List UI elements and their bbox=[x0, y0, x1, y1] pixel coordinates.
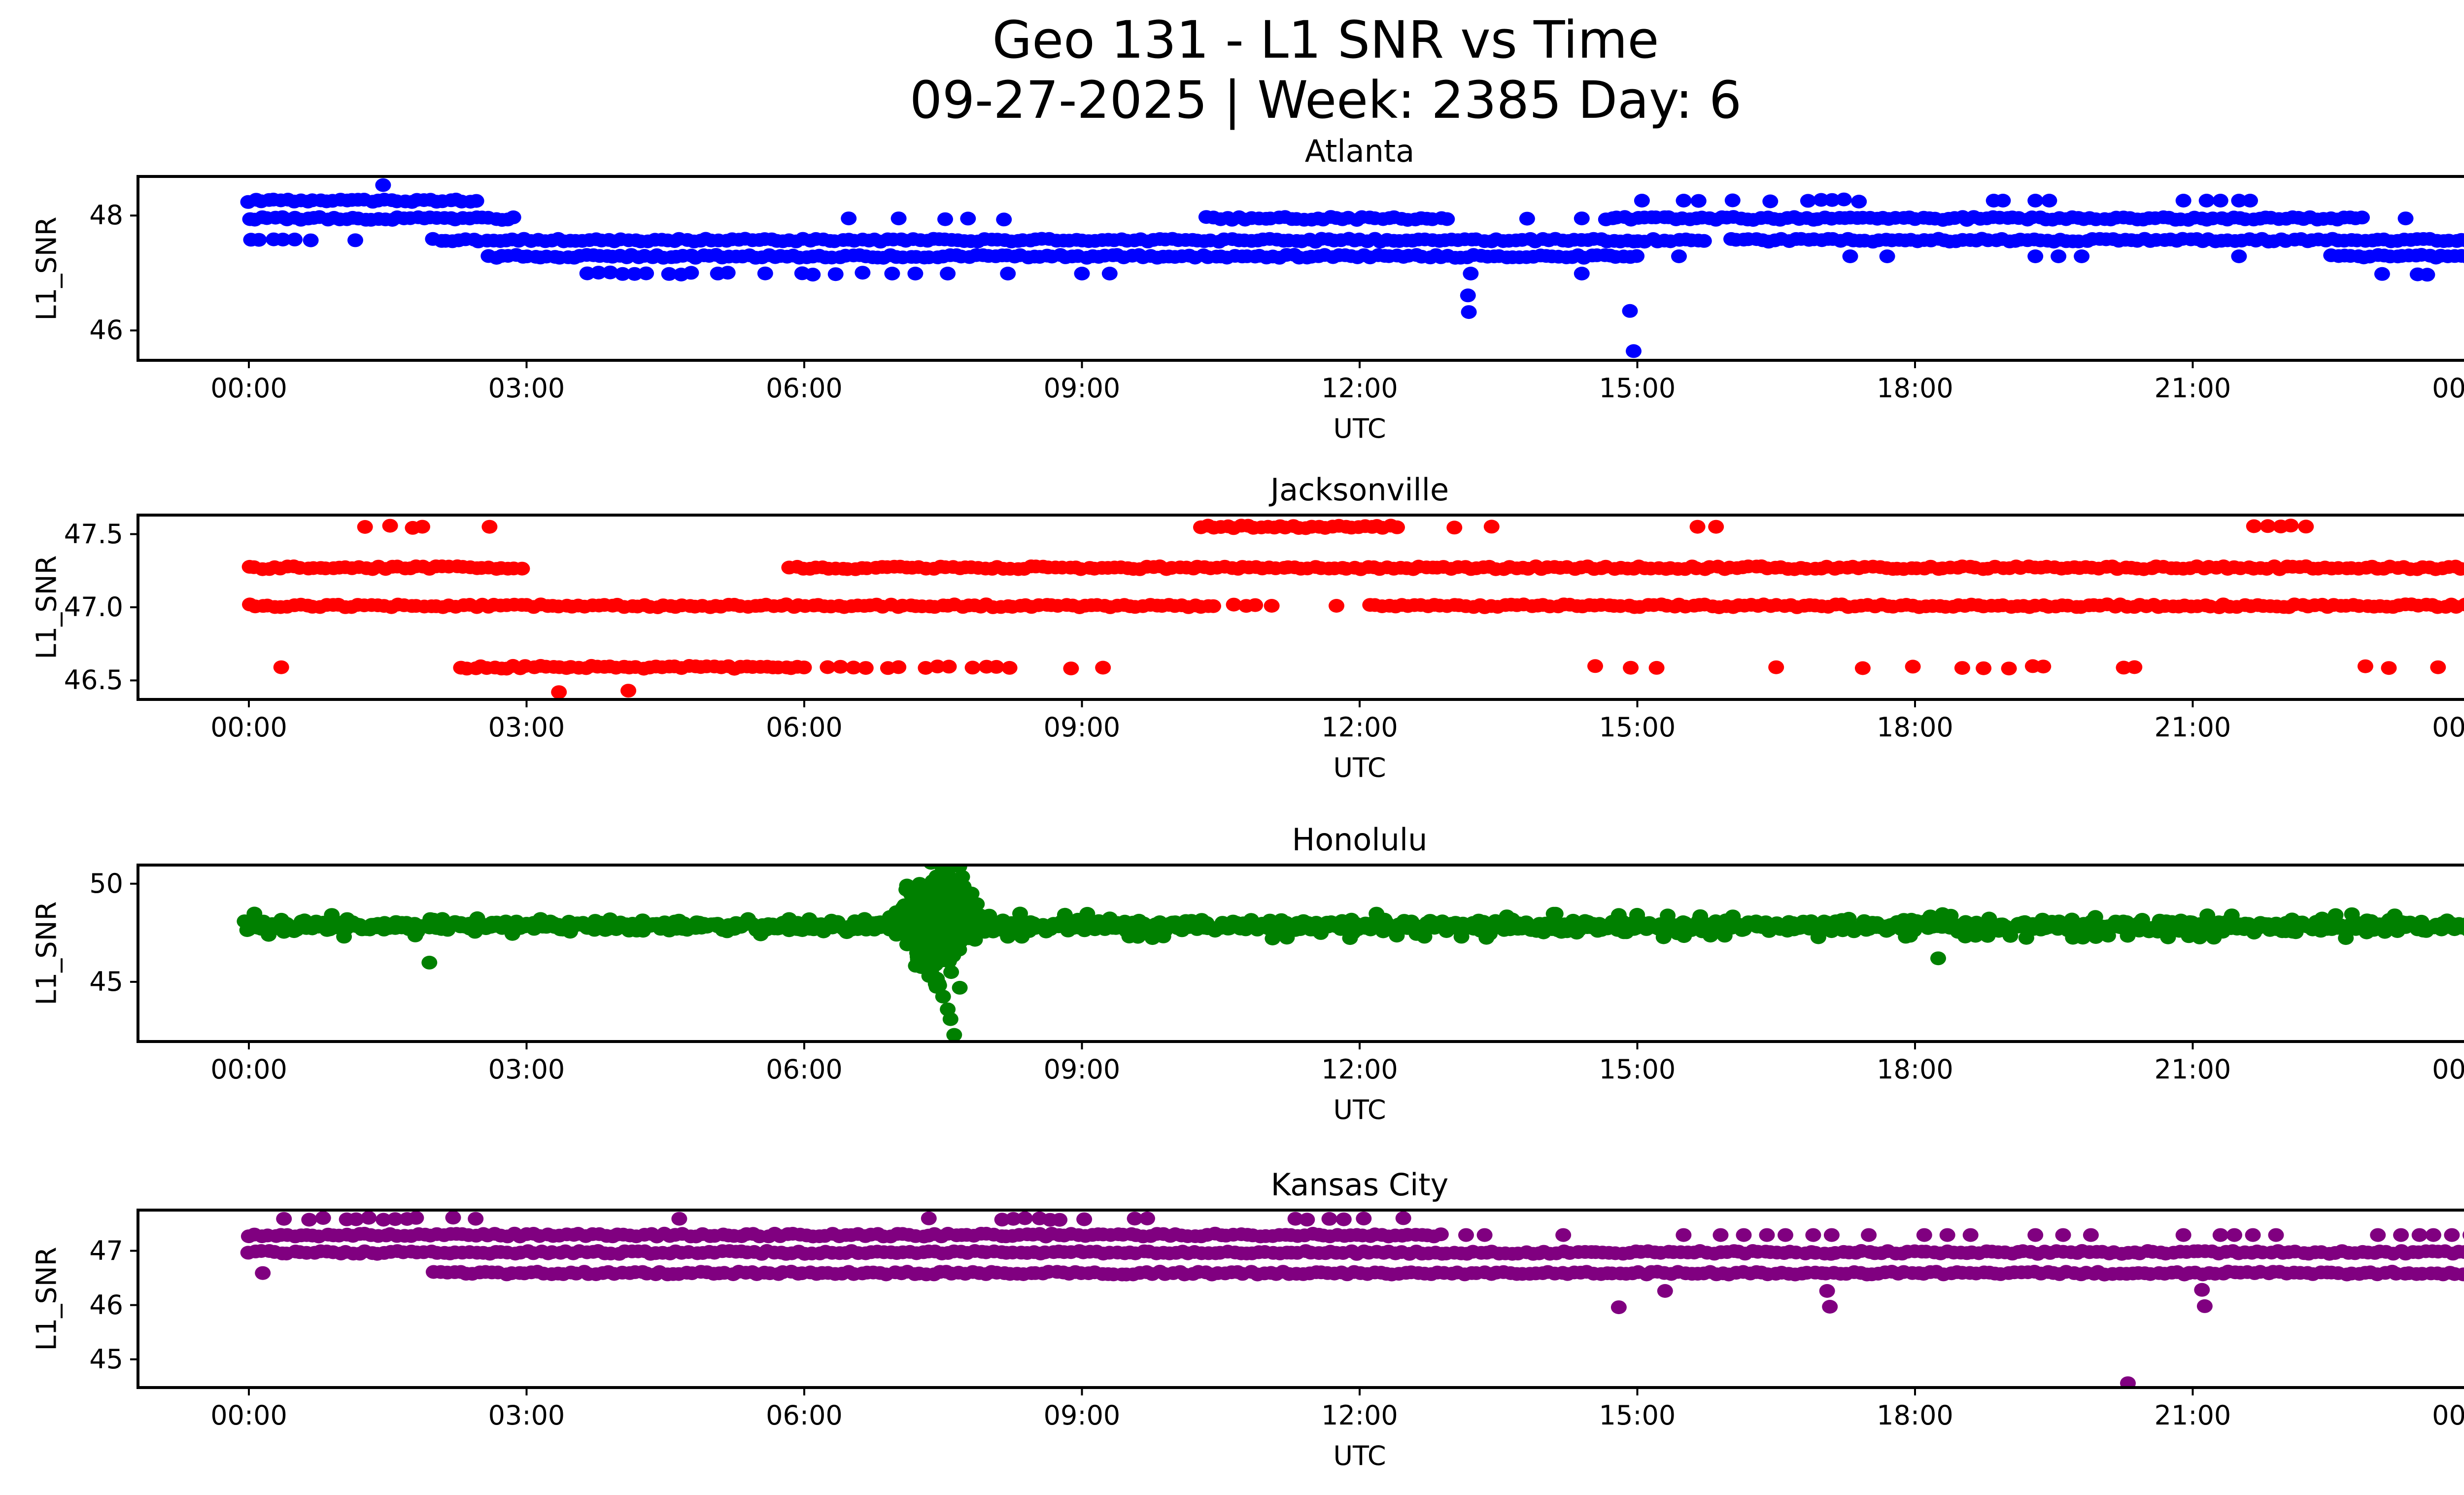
x-tick-label: 18:00 bbox=[1877, 373, 1953, 404]
y-tick-label: 47.0 bbox=[64, 591, 123, 623]
panel-title-atlanta: Atlanta bbox=[1304, 133, 1415, 169]
x-tick-label: 06:00 bbox=[766, 1400, 843, 1431]
kansas-city-scatter-plot bbox=[130, 1209, 2464, 1395]
atlanta-scatter-plot bbox=[130, 175, 2464, 368]
x-axis-label-kansas-city: UTC bbox=[1333, 1440, 1386, 1471]
x-tick-label: 09:00 bbox=[1043, 1054, 1121, 1085]
x-tick-label: 21:00 bbox=[2154, 373, 2231, 404]
x-tick-label: 00:00 bbox=[210, 1054, 287, 1085]
x-tick-label: 12:00 bbox=[1321, 712, 1398, 743]
x-tick-label: 12:00 bbox=[1321, 1400, 1398, 1431]
x-tick-label: 00:00 bbox=[2432, 1054, 2464, 1085]
x-tick-label: 12:00 bbox=[1321, 1054, 1398, 1085]
x-axis-label-atlanta: UTC bbox=[1333, 413, 1386, 444]
honolulu-scatter-plot bbox=[130, 864, 2464, 1049]
jacksonville-data-points bbox=[241, 519, 2464, 698]
y-tick-label: 46 bbox=[89, 314, 123, 346]
jacksonville-scatter-plot bbox=[130, 514, 2464, 707]
x-tick-label: 18:00 bbox=[1877, 712, 1953, 743]
x-axis-label-jacksonville: UTC bbox=[1333, 752, 1386, 783]
x-tick-label: 15:00 bbox=[1599, 1400, 1676, 1431]
x-tick-label: 03:00 bbox=[488, 712, 565, 743]
x-tick-label: 00:00 bbox=[210, 712, 287, 743]
y-tick-label: 47 bbox=[89, 1235, 123, 1266]
x-tick-label: 15:00 bbox=[1599, 712, 1676, 743]
y-tick-label: 47.5 bbox=[64, 518, 123, 550]
x-tick-label: 06:00 bbox=[766, 712, 843, 743]
x-tick-label: 00:00 bbox=[2432, 1400, 2464, 1431]
x-tick-label: 21:00 bbox=[2154, 1400, 2231, 1431]
atlanta-data-points bbox=[240, 178, 2464, 358]
x-tick-label: 00:00 bbox=[2432, 712, 2464, 743]
x-tick-label: 18:00 bbox=[1877, 1400, 1953, 1431]
x-tick-label: 18:00 bbox=[1877, 1054, 1953, 1085]
y-tick-label: 46.5 bbox=[64, 664, 123, 696]
atlanta-axes-frame bbox=[137, 175, 2464, 362]
y-tick-label: 46 bbox=[89, 1289, 123, 1321]
y-tick-label: 48 bbox=[89, 200, 123, 231]
x-tick-label: 21:00 bbox=[2154, 1054, 2231, 1085]
x-tick-label: 00:00 bbox=[2432, 373, 2464, 404]
x-tick-label: 00:00 bbox=[210, 373, 287, 404]
chart-title-line1: Geo 131 - L1 SNR vs Time bbox=[992, 10, 1659, 70]
y-tick-label: 50 bbox=[89, 868, 123, 899]
x-tick-label: 03:00 bbox=[488, 1400, 565, 1431]
panel-title-honolulu: Honolulu bbox=[1292, 822, 1428, 858]
honolulu-axes-frame bbox=[137, 864, 2464, 1043]
x-tick-label: 06:00 bbox=[766, 373, 843, 404]
x-tick-label: 09:00 bbox=[1043, 373, 1121, 404]
x-tick-label: 09:00 bbox=[1043, 712, 1121, 743]
x-tick-label: 12:00 bbox=[1321, 373, 1398, 404]
chart-title-line2: 09-27-2025 | Week: 2385 Day: 6 bbox=[909, 70, 1742, 130]
x-tick-label: 03:00 bbox=[488, 1054, 565, 1085]
honolulu-data-points bbox=[237, 867, 2464, 1040]
x-tick-label: 00:00 bbox=[210, 1400, 287, 1431]
x-tick-label: 15:00 bbox=[1599, 1054, 1676, 1085]
kansas-city-data-points bbox=[240, 1212, 2464, 1386]
x-axis-label-honolulu: UTC bbox=[1333, 1094, 1386, 1125]
y-tick-label: 45 bbox=[89, 1343, 123, 1375]
panel-title-kansas-city: Kansas City bbox=[1270, 1167, 1449, 1203]
panel-title-jacksonville: Jacksonville bbox=[1270, 472, 1449, 508]
y-tick-label: 45 bbox=[89, 966, 123, 997]
x-tick-label: 03:00 bbox=[488, 373, 565, 404]
x-tick-label: 06:00 bbox=[766, 1054, 843, 1085]
x-tick-label: 09:00 bbox=[1043, 1400, 1121, 1431]
x-tick-label: 15:00 bbox=[1599, 373, 1676, 404]
x-tick-label: 21:00 bbox=[2154, 712, 2231, 743]
